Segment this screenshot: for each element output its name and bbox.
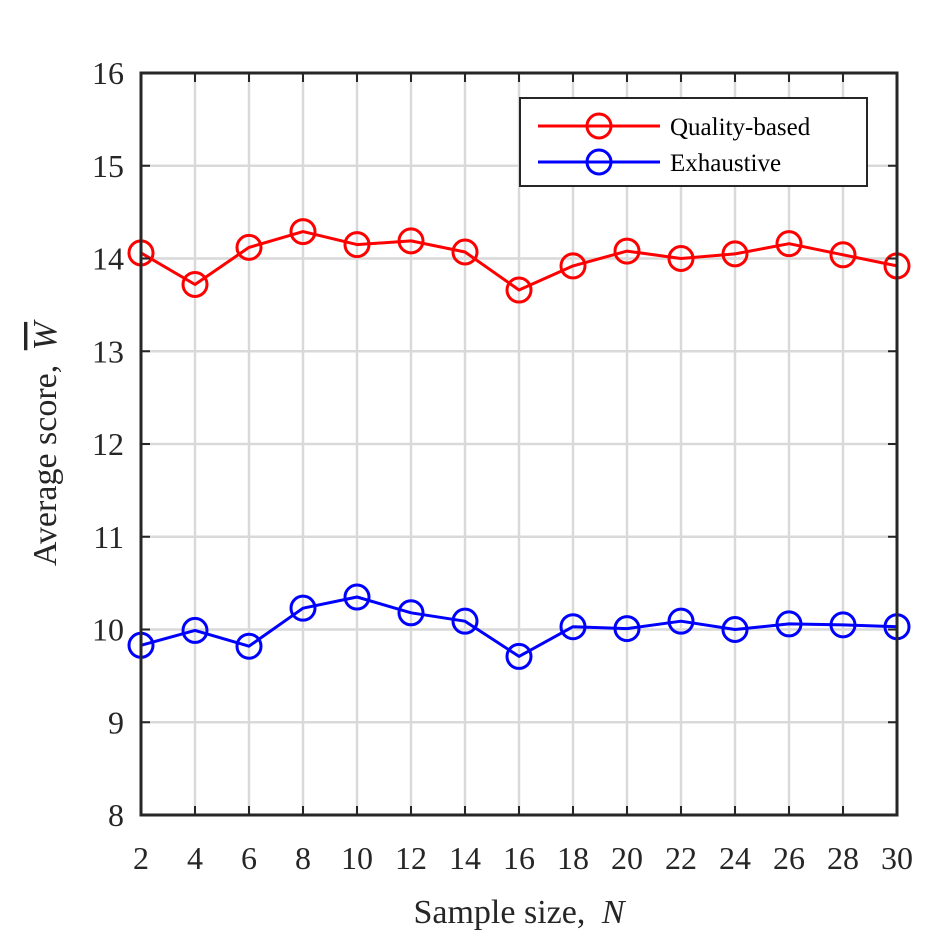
x-tick-label: 18 bbox=[557, 840, 589, 876]
data-point bbox=[721, 616, 749, 643]
y-tick-label: 11 bbox=[93, 519, 124, 555]
x-axis-label-variable: N bbox=[601, 894, 627, 931]
x-tick-label: 2 bbox=[133, 840, 149, 876]
y-tick-label: 12 bbox=[92, 426, 124, 462]
x-tick-label: 22 bbox=[665, 840, 697, 876]
data-point bbox=[451, 607, 479, 635]
data-point bbox=[235, 632, 263, 660]
data-point bbox=[667, 245, 695, 272]
x-tick-label: 8 bbox=[295, 840, 311, 876]
y-tick-label: 14 bbox=[92, 241, 124, 277]
legend-item: Quality-based bbox=[538, 112, 811, 141]
x-tick-label: 30 bbox=[881, 840, 913, 876]
y-tick-label: 13 bbox=[92, 333, 124, 369]
legend: Quality-based Exhaustive bbox=[519, 97, 868, 187]
x-tick-label: 6 bbox=[241, 840, 257, 876]
y-tick-label: 8 bbox=[108, 797, 124, 833]
x-tick-label: 20 bbox=[611, 840, 643, 876]
series-line bbox=[140, 595, 898, 658]
series-1 bbox=[127, 583, 911, 670]
series-line bbox=[140, 230, 898, 292]
data-point bbox=[397, 599, 425, 627]
legend-label: Quality-based bbox=[670, 114, 811, 141]
data-point bbox=[181, 616, 209, 644]
data-point bbox=[721, 240, 749, 268]
x-tick-label: 28 bbox=[827, 840, 859, 876]
data-point bbox=[667, 607, 695, 635]
x-tick-label: 26 bbox=[773, 840, 805, 876]
y-axis-label-variable: W bbox=[27, 319, 64, 350]
x-axis-label-prefix: Sample size, bbox=[413, 894, 585, 931]
data-point bbox=[829, 611, 857, 639]
data-point bbox=[181, 270, 209, 298]
legend-box bbox=[519, 97, 868, 187]
ticks bbox=[140, 72, 898, 816]
x-tick-label: 24 bbox=[719, 840, 751, 876]
x-axis-label: Sample size, N bbox=[413, 894, 626, 931]
y-tick-label: 16 bbox=[92, 55, 124, 91]
data-point bbox=[613, 237, 641, 265]
y-axis-label-prefix: Average score, bbox=[27, 365, 64, 566]
data-point bbox=[613, 615, 641, 643]
y-tick-label: 15 bbox=[92, 148, 124, 184]
data-point bbox=[829, 241, 857, 269]
x-tick-label: 10 bbox=[341, 840, 373, 876]
data-point bbox=[235, 233, 263, 261]
x-tick-label: 14 bbox=[449, 840, 481, 876]
data-point bbox=[451, 238, 479, 266]
y-tick-label: 9 bbox=[108, 704, 124, 740]
legend-marker bbox=[585, 148, 613, 176]
x-tick-label: 4 bbox=[187, 840, 203, 876]
data-point bbox=[775, 610, 803, 638]
legend-label: Exhaustive bbox=[670, 150, 781, 177]
legend-marker bbox=[585, 112, 613, 140]
tick-labels: 2 4 6 8 10 12 14 16 18 20 22 24 26 28 3089101112131415… bbox=[92, 55, 913, 876]
x-tick-label: 16 bbox=[503, 840, 535, 876]
data-point bbox=[289, 594, 317, 622]
series-layer bbox=[127, 218, 911, 670]
legend-item: Exhaustive bbox=[538, 148, 781, 177]
data-point bbox=[559, 613, 587, 641]
y-axis-label: Average score, W bbox=[27, 319, 64, 566]
data-point bbox=[343, 231, 371, 259]
data-point bbox=[559, 252, 587, 280]
y-tick-label: 10 bbox=[92, 612, 124, 648]
x-tick-label: 12 bbox=[395, 840, 427, 876]
data-point bbox=[289, 218, 317, 246]
data-point bbox=[397, 227, 425, 255]
data-point bbox=[505, 276, 533, 304]
data-point bbox=[505, 642, 533, 670]
data-point bbox=[775, 230, 803, 258]
data-point bbox=[343, 583, 371, 611]
y-axis-label-text: Average score, W bbox=[27, 319, 64, 566]
